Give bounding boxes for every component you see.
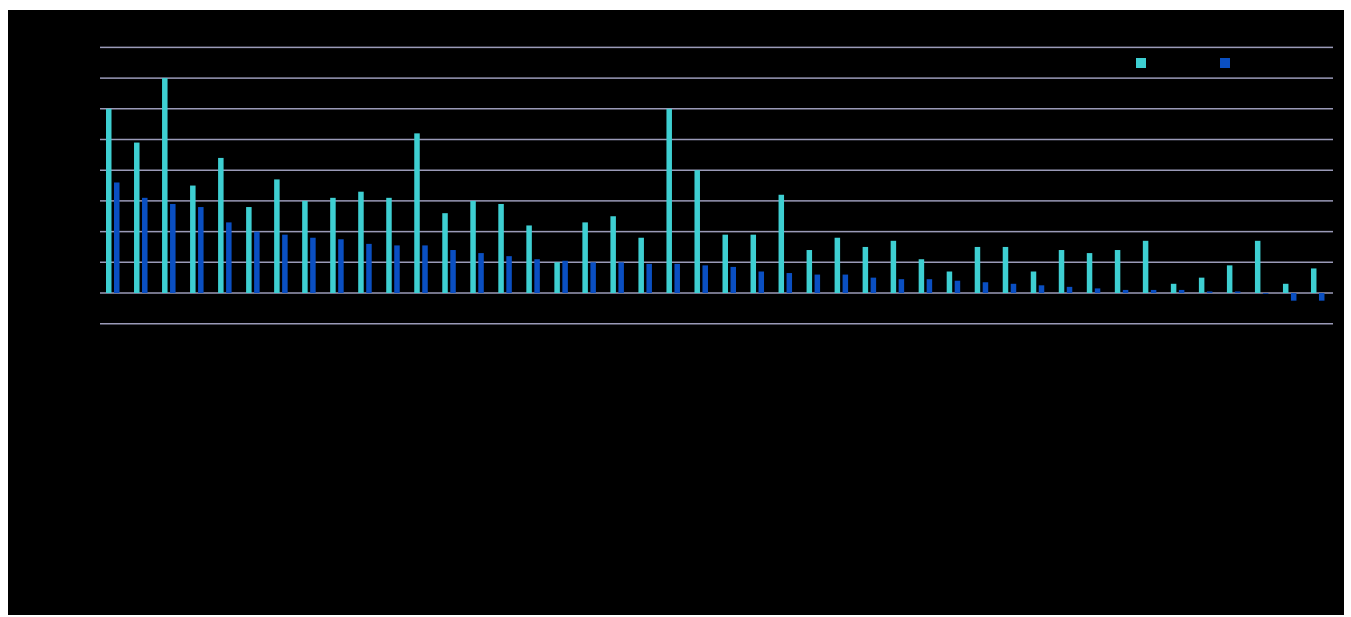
bar-series2-12 xyxy=(422,245,428,293)
bar-series2-6 xyxy=(254,231,260,293)
bar-series2-22 xyxy=(702,265,708,293)
bar-series1-12 xyxy=(414,133,420,293)
bar-series2-2 xyxy=(142,197,148,293)
bar-series1-21 xyxy=(666,108,672,293)
bar-series2-44 xyxy=(1318,293,1325,301)
bar-series1-17 xyxy=(554,262,560,293)
bar-series2-27 xyxy=(842,274,849,293)
bar-series2-31 xyxy=(954,280,961,293)
bar-series2-9 xyxy=(338,239,344,293)
bar-series1-41 xyxy=(1226,265,1233,293)
bar-series1-25 xyxy=(778,194,785,293)
bars xyxy=(106,78,1325,301)
bar-series2-32 xyxy=(982,282,989,293)
bar-series1-10 xyxy=(358,191,364,293)
bar-series2-33 xyxy=(1010,283,1017,293)
bar-series2-24 xyxy=(758,271,765,293)
bar-series1-28 xyxy=(862,246,869,293)
bar-series1-5 xyxy=(218,157,224,293)
bar-series1-14 xyxy=(470,200,476,293)
bar-series2-17 xyxy=(562,260,568,293)
bar-series1-22 xyxy=(694,170,700,293)
bar-chart xyxy=(100,46,1333,325)
bar-series2-7 xyxy=(282,234,288,293)
bar-series2-18 xyxy=(590,262,596,293)
bar-series1-23 xyxy=(722,234,728,293)
bar-series2-29 xyxy=(898,279,905,293)
bar-series2-13 xyxy=(450,250,456,293)
bar-series2-10 xyxy=(366,243,372,293)
bar-series1-34 xyxy=(1030,271,1037,293)
bar-series1-42 xyxy=(1254,240,1261,293)
bar-series1-24 xyxy=(750,234,757,293)
bar-series2-30 xyxy=(926,279,933,293)
bar-series2-42 xyxy=(1262,293,1269,294)
chart-frame xyxy=(8,10,1344,615)
bar-series1-11 xyxy=(386,197,392,293)
legend-swatch-2 xyxy=(1220,58,1230,68)
bar-series1-20 xyxy=(638,237,644,293)
bar-series1-44 xyxy=(1310,268,1317,293)
bar-series2-25 xyxy=(786,273,793,293)
bar-series2-23 xyxy=(730,266,736,293)
bar-series2-11 xyxy=(394,245,400,293)
bar-series2-20 xyxy=(646,263,652,293)
bar-series1-32 xyxy=(974,246,981,293)
bar-series2-40 xyxy=(1206,291,1213,293)
bar-series2-4 xyxy=(198,207,204,293)
bar-series1-35 xyxy=(1058,250,1065,293)
bar-series1-30 xyxy=(918,259,925,293)
bar-series1-40 xyxy=(1198,277,1205,293)
bar-series1-9 xyxy=(330,197,336,293)
bar-series2-36 xyxy=(1094,288,1101,293)
bar-series1-15 xyxy=(498,203,504,293)
bar-series1-6 xyxy=(246,207,252,293)
bar-series1-36 xyxy=(1086,253,1093,293)
bar-series2-8 xyxy=(310,237,316,293)
bar-series1-3 xyxy=(162,78,168,293)
bar-series1-8 xyxy=(302,200,308,293)
legend-swatch-1 xyxy=(1136,58,1146,68)
bar-series2-3 xyxy=(170,203,176,293)
bar-series2-15 xyxy=(506,256,512,293)
bar-series2-5 xyxy=(226,222,232,293)
bar-series2-37 xyxy=(1122,289,1129,293)
bar-series1-31 xyxy=(946,271,953,293)
bar-series2-43 xyxy=(1290,293,1297,301)
bar-series1-2 xyxy=(134,142,140,293)
bar-series2-35 xyxy=(1066,286,1073,293)
bar-series2-28 xyxy=(870,277,877,293)
bar-series1-1 xyxy=(106,108,112,293)
bar-series1-33 xyxy=(1002,246,1009,293)
bar-series1-26 xyxy=(806,250,813,293)
bar-series2-41 xyxy=(1234,291,1241,293)
legend xyxy=(1136,58,1230,68)
bar-series1-43 xyxy=(1282,283,1289,293)
bar-series2-38 xyxy=(1150,289,1157,293)
bar-series1-7 xyxy=(274,179,280,293)
bar-series2-26 xyxy=(814,274,821,293)
bar-series1-37 xyxy=(1114,250,1121,293)
bar-series1-19 xyxy=(610,216,616,293)
bar-series2-19 xyxy=(618,262,624,293)
bar-series1-39 xyxy=(1170,283,1177,293)
bar-series1-16 xyxy=(526,225,532,293)
bar-series1-13 xyxy=(442,213,448,293)
bar-series2-39 xyxy=(1178,289,1185,293)
bar-series1-38 xyxy=(1142,240,1149,293)
bar-series1-18 xyxy=(582,222,588,293)
bar-series2-34 xyxy=(1038,285,1045,293)
bar-series2-16 xyxy=(534,259,540,293)
bar-series1-29 xyxy=(890,240,897,293)
bar-series2-21 xyxy=(674,263,680,293)
bar-series1-27 xyxy=(834,237,841,293)
bar-series2-1 xyxy=(114,182,120,293)
bar-series1-4 xyxy=(190,185,196,293)
bar-series2-14 xyxy=(478,253,484,293)
